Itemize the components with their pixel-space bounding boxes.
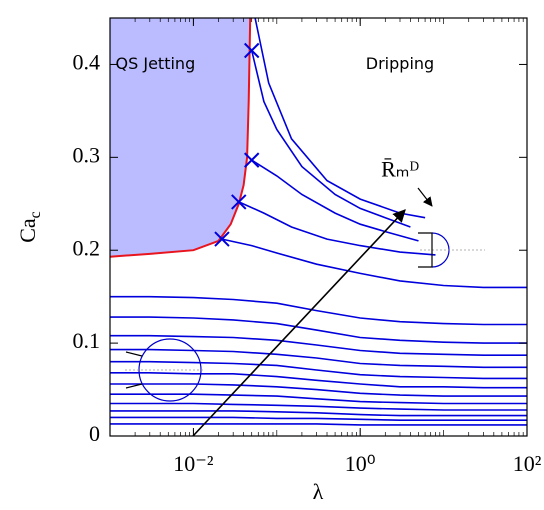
- annotation: QS Jetting: [116, 54, 196, 73]
- line: [221, 238, 527, 289]
- y-tick-label: 0: [89, 421, 100, 446]
- y-tick-label: 0.3: [73, 142, 101, 167]
- line: [238, 201, 436, 256]
- line: [110, 372, 527, 389]
- line: [110, 334, 527, 356]
- line: [110, 410, 527, 417]
- line: [110, 316, 527, 344]
- drop-icon-left: [125, 338, 205, 402]
- x-tick-label: 10²: [513, 451, 542, 476]
- line: [110, 383, 527, 397]
- drop-icon-right: [418, 232, 485, 268]
- marker: [231, 194, 247, 210]
- line: [110, 416, 527, 421]
- marker: [243, 152, 260, 168]
- line: [110, 402, 527, 411]
- annotation: Dripping: [366, 54, 434, 73]
- trend-arrow: [192, 209, 406, 437]
- x-tick-label: 10⁰: [345, 451, 376, 476]
- line: [110, 360, 527, 380]
- y-tick-label: 0.1: [73, 328, 101, 353]
- area: [110, 18, 251, 257]
- plot-area: [109, 17, 527, 426]
- x-axis-label: λ: [313, 479, 324, 504]
- line: [250, 50, 411, 228]
- line: [110, 348, 527, 369]
- y-axis-label-sub: c: [27, 211, 44, 218]
- small-arrow: [417, 187, 433, 207]
- y-tick-label: 0.4: [73, 49, 101, 74]
- marker: [214, 231, 230, 247]
- y-axis-label: Cac: [15, 211, 44, 243]
- y-axis-label-main: Ca: [15, 218, 40, 243]
- marker: [243, 42, 260, 59]
- line: [109, 17, 252, 258]
- line: [254, 17, 426, 219]
- y-tick-label: 0.2: [73, 235, 101, 260]
- line: [110, 393, 527, 405]
- line: [110, 295, 527, 326]
- plot-frame: [109, 17, 528, 437]
- line: [110, 423, 527, 426]
- annotation: R̄ₘᴰ: [381, 156, 419, 181]
- x-tick-label: 10⁻²: [173, 451, 214, 476]
